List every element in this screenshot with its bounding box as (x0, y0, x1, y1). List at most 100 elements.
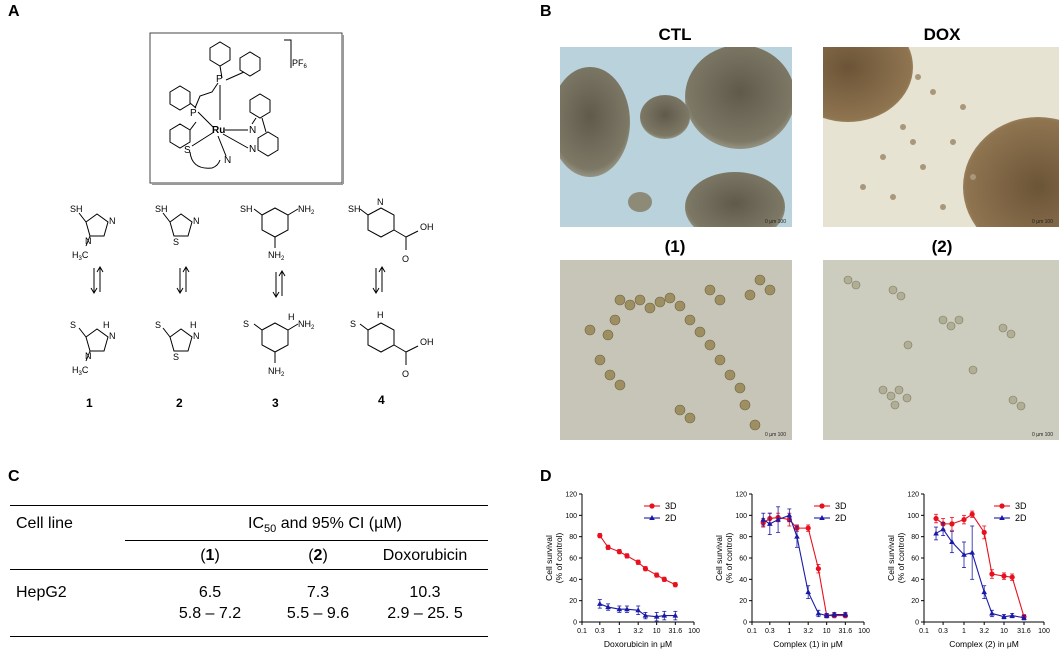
x-tick-label: 31.6 (1017, 628, 1031, 635)
data-point-2D (969, 549, 975, 555)
data-point-2D (642, 612, 649, 618)
ligand3-sh: SH (240, 204, 253, 214)
data-point-2D (1021, 614, 1027, 620)
data-point-2D (786, 512, 793, 518)
data-point-2D (605, 604, 611, 610)
x-tick-label: 1 (617, 628, 621, 635)
y-tick-label: 80 (911, 534, 919, 541)
x-tick-label: 0.1 (577, 628, 587, 635)
survival-chart-complex1: 0 20 40 60 80 100 120 0.1 0.3 1 3.2 10 31.6 100 Comple… (714, 492, 870, 650)
micrograph-dox-image (823, 47, 1059, 227)
y-tick-label: 0 (573, 620, 577, 627)
y-axis-label-line2: (% of control) (896, 533, 906, 584)
micrograph-complex2-image (843, 275, 1026, 411)
bipyridine-n2-label: N (249, 144, 256, 155)
data-point-3D (605, 544, 611, 550)
ligand4-o: O (402, 254, 409, 264)
ligand3b-nh2: NH2 (298, 319, 315, 331)
x-tick-label: 3.2 (803, 628, 813, 635)
ligand-number-3: 3 (272, 396, 279, 410)
x-axis-label: Doxorubicin in μM (604, 639, 672, 649)
y-tick-label: 0 (743, 620, 747, 627)
table-ic50-doxorubicin: 10.3 (409, 584, 441, 601)
ligand4b-h: H (377, 310, 384, 320)
y-axis-label-line1: Cell survival (886, 535, 896, 581)
y-tick-label: 40 (569, 577, 577, 584)
table-ic50-complex1: 6.5 (198, 584, 222, 601)
ligand1-sh: SH (70, 204, 83, 214)
data-point-2D (949, 539, 955, 544)
x-tick-label: 100 (858, 628, 870, 635)
data-point-2D (842, 611, 849, 617)
y-tick-label: 120 (907, 492, 919, 499)
x-tick-label: 0.1 (919, 628, 929, 635)
micrograph-complex2: 0 µm 100 (823, 260, 1059, 440)
legend-marker-2D (819, 515, 825, 520)
panel-label-b: B (540, 3, 552, 20)
legend-label-2D: 2D (1015, 513, 1027, 523)
data-point-2D (940, 526, 946, 532)
chart-2-group: 0 20 40 60 80 100 120 0.1 0.3 1 3.2 10 31.6 100 Comple… (886, 492, 1050, 650)
legend-marker-3D (649, 503, 655, 509)
table-header-ic50: IC50 and 95% CI (µM) (248, 515, 402, 536)
ligand3b-nh2-b: NH2 (268, 366, 285, 378)
ligand2-sh: SH (155, 204, 168, 214)
micrograph-title-complex1: (1) (664, 237, 686, 256)
legend-label-3D: 3D (1015, 501, 1027, 511)
x-tick-label: 31.6 (839, 628, 853, 635)
ruthenium-label: Ru (212, 125, 225, 136)
y-tick-label: 20 (911, 598, 919, 605)
data-point-3D (961, 517, 967, 523)
scale-bar-ctl: 0 µm 100 (765, 219, 786, 225)
ligand4b-oh: OH (420, 337, 434, 347)
data-point-2D (767, 520, 773, 526)
data-point-3D (661, 576, 667, 582)
y-tick-label: 60 (569, 556, 577, 563)
legend-marker-3D (999, 503, 1005, 509)
x-tick-label: 3.2 (633, 628, 643, 635)
ligand3-nh2: NH2 (298, 204, 315, 216)
micrograph-complex1-image (584, 274, 776, 431)
data-point-3D (949, 521, 955, 527)
ligand1b-s: S (70, 320, 76, 330)
phosphorus-1-label: P (190, 108, 197, 119)
data-point-2D (794, 533, 800, 539)
ligand1-n2: N (85, 236, 92, 246)
data-point-2D (760, 516, 767, 522)
y-tick-label: 100 (565, 513, 577, 520)
scale-bar-complex2: 0 µm 100 (1032, 432, 1053, 438)
data-point-2D (635, 607, 641, 613)
data-point-3D (815, 566, 821, 572)
ligand1-methyl: H3C (72, 250, 89, 262)
legend-marker-3D (819, 503, 825, 509)
micrograph-dox: 0 µm 100 (823, 47, 1059, 227)
y-tick-label: 60 (739, 556, 747, 563)
data-point-2D (1009, 612, 1015, 618)
micrograph-ctl: 0 µm 100 (560, 47, 792, 227)
data-point-3D (989, 571, 995, 577)
y-axis-label-line1: Cell survival (714, 535, 724, 581)
survival-chart-doxorubicin: 0 20 40 60 80 100 120 0.1 0.3 1 3.2 10 31.6 100 Doxoru… (544, 492, 700, 650)
x-tick-label: 10 (653, 628, 661, 635)
ligand4-n: N (377, 197, 384, 207)
ligand4b-o: O (402, 369, 409, 379)
x-tick-label: 10 (1000, 628, 1008, 635)
data-point-3D (969, 511, 975, 517)
data-point-2D (597, 600, 603, 606)
data-point-3D (624, 553, 630, 559)
micrograph-title-ctl: CTL (658, 25, 692, 44)
y-tick-label: 20 (569, 598, 577, 605)
data-point-2D (961, 551, 967, 557)
sulfur-donor-label: S (184, 145, 191, 156)
y-tick-label: 60 (911, 556, 919, 563)
x-tick-label: 100 (688, 628, 700, 635)
x-axis-label: Complex (2) in μM (949, 639, 1019, 649)
ligand-number-1: 1 (86, 396, 93, 410)
data-point-2D (672, 612, 679, 618)
panel-label-d: D (540, 468, 552, 485)
y-tick-label: 100 (735, 513, 747, 520)
data-point-2D (1001, 613, 1007, 619)
panel-label-c: C (8, 468, 20, 485)
ligand1-n: N (109, 216, 116, 226)
ligand3b-h: H (288, 312, 295, 322)
